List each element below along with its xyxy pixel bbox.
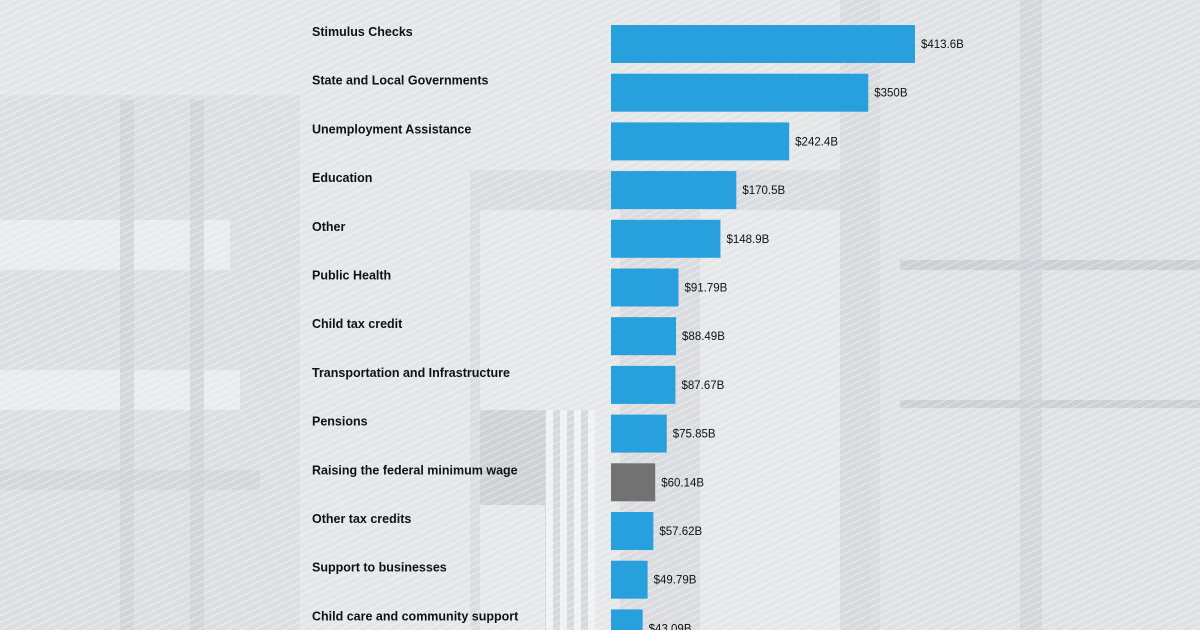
bar [611, 463, 656, 502]
bar [611, 268, 679, 307]
value-label: $57.62B [659, 526, 702, 538]
category-label: Unemployment Assistance [312, 122, 471, 136]
value-label: $242.4B [795, 136, 838, 148]
bar [611, 560, 648, 599]
bar [611, 219, 721, 258]
value-label: $413.6B [921, 39, 964, 51]
category-label: Pensions [312, 415, 368, 429]
value-label: $87.67B [681, 380, 724, 392]
category-label: Support to businesses [312, 561, 447, 575]
bar [611, 317, 677, 356]
category-label: Child tax credit [312, 317, 403, 331]
value-label: $60.14B [661, 477, 704, 489]
bar [611, 122, 790, 161]
category-label: Transportation and Infrastructure [312, 366, 510, 380]
category-label: Stimulus Checks [312, 25, 413, 39]
value-label: $49.79B [654, 575, 697, 587]
bar [611, 73, 869, 112]
category-label: Child care and community support [312, 609, 519, 623]
category-label: Other tax credits [312, 512, 411, 526]
category-label: Public Health [312, 269, 391, 283]
bar [611, 365, 676, 404]
value-label: $43.09B [649, 623, 692, 630]
bar [611, 171, 737, 210]
value-label: $170.5B [742, 185, 785, 197]
value-label: $88.49B [682, 331, 725, 343]
value-label: $148.9B [726, 234, 769, 246]
category-label: Education [312, 171, 372, 185]
value-label: $75.85B [673, 429, 716, 441]
bar [611, 512, 654, 550]
category-label: State and Local Governments [312, 74, 488, 88]
bar [611, 414, 667, 453]
bar [611, 609, 643, 630]
category-label: Other [312, 220, 345, 234]
value-label: $350B [874, 88, 908, 100]
category-label: Raising the federal minimum wage [312, 463, 518, 477]
value-label: $91.79B [684, 283, 727, 295]
bar [611, 25, 915, 63]
